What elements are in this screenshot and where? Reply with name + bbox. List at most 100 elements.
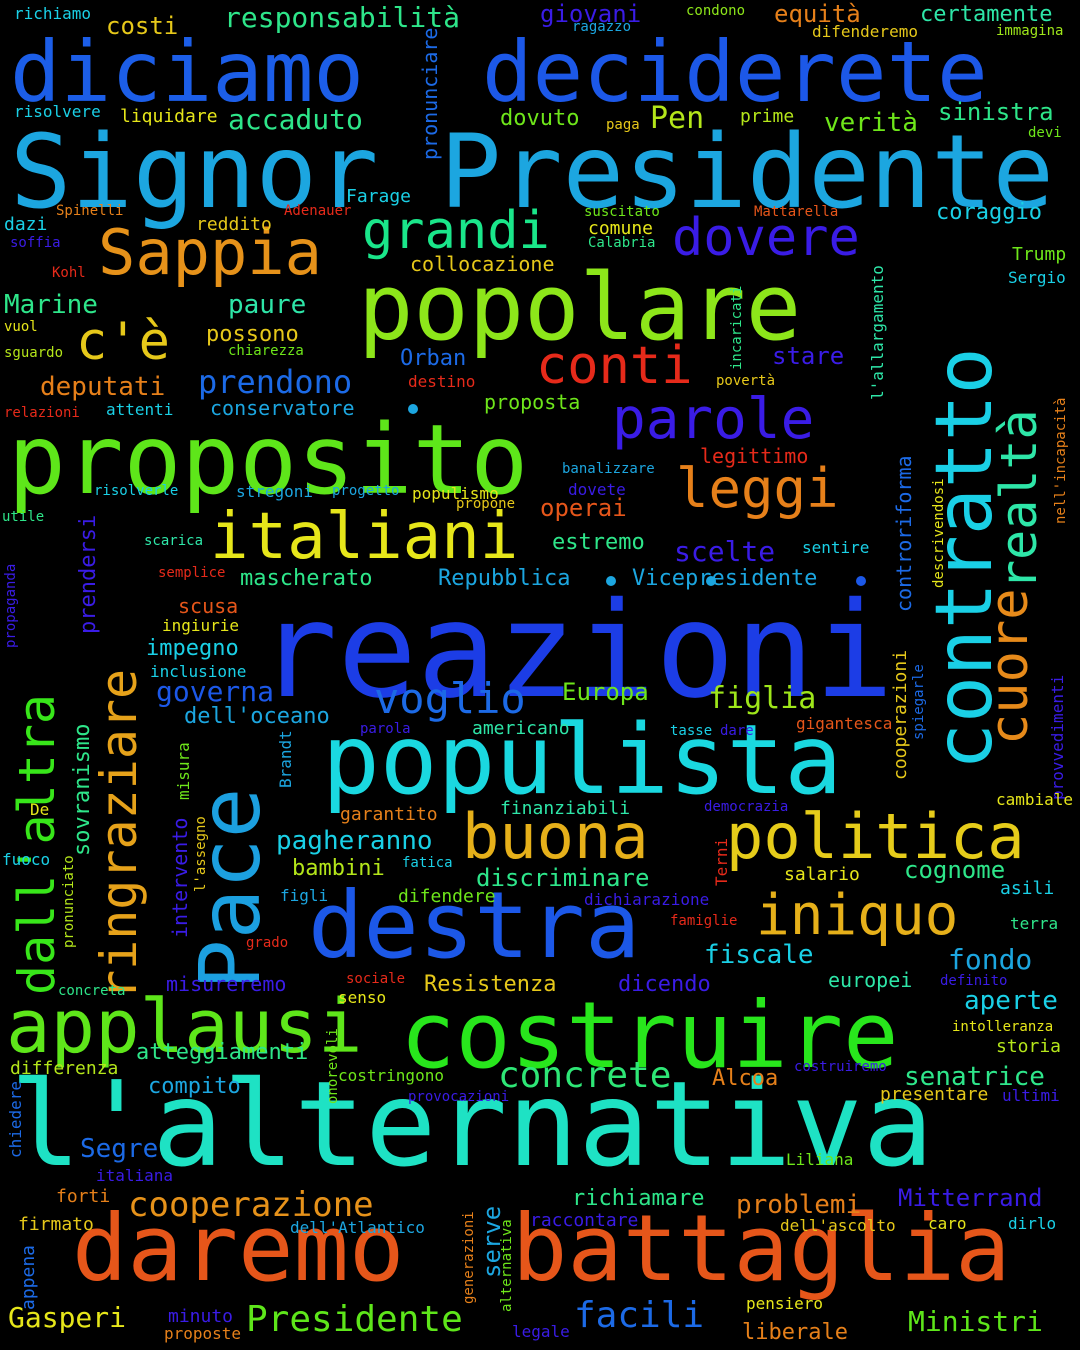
cloud-word: Europa (562, 678, 649, 706)
cloud-word: scarica (144, 533, 204, 549)
cloud-word: popolare (358, 254, 802, 361)
cloud-word: caro (928, 1214, 967, 1233)
cloud-word: parola (360, 721, 411, 737)
cloud-word: spiegarle (911, 664, 927, 740)
cloud-word: cooperazione (128, 1185, 374, 1225)
cloud-word: coraggio (936, 200, 1042, 225)
cloud-word: Adenauer (284, 203, 352, 219)
cloud-word: cognome (904, 856, 1006, 884)
cloud-word: cuore (980, 588, 1040, 745)
cloud-word: proposta (484, 390, 581, 414)
cloud-word: costringono (338, 1066, 444, 1085)
cloud-word: Gasperi (8, 1301, 127, 1334)
cloud-word: firmato (18, 1214, 94, 1235)
cloud-word: dirlo (1008, 1214, 1057, 1233)
cloud-word: figlia (708, 681, 817, 716)
cloud-word: senatrice (904, 1062, 1045, 1092)
cloud-word: iniquo (756, 883, 959, 948)
cloud-word: controriforma (892, 455, 916, 612)
cloud-word: parole (612, 387, 815, 452)
cloud-word: difenderemo (812, 22, 918, 41)
cloud-word: costruiremo (794, 1059, 887, 1075)
cloud-word: sentire (802, 538, 870, 557)
cloud-word: italiani (210, 500, 519, 574)
cloud-word: buona (462, 800, 649, 873)
cloud-word: progetto (332, 483, 400, 499)
cloud-word: gigantesca (796, 714, 893, 733)
cloud-word: chiarezza (228, 343, 304, 359)
cloud-word: liberale (742, 1320, 848, 1345)
cloud-word: Orban (400, 346, 467, 371)
cloud-word: raccontare (530, 1210, 639, 1231)
decorative-dot (856, 576, 866, 586)
cloud-word: dare (720, 723, 754, 739)
cloud-word: concrete (498, 1055, 672, 1096)
cloud-word: minuto (168, 1306, 234, 1327)
cloud-word: senso (338, 988, 387, 1007)
cloud-word: salario (784, 864, 860, 885)
cloud-word: grado (246, 935, 289, 951)
cloud-word: proposito (8, 404, 529, 516)
cloud-word: nell'incapacità (1053, 397, 1069, 524)
cloud-word: Resistenza (424, 972, 557, 997)
cloud-word: intolleranza (952, 1019, 1054, 1035)
cloud-word: operai (540, 494, 627, 522)
cloud-word: ringraziare (90, 668, 148, 1000)
cloud-word: Spinelli (56, 203, 124, 219)
cloud-word: dell'Atlantico (290, 1218, 425, 1237)
cloud-word: compito (148, 1074, 241, 1099)
cloud-word: Alcoa (712, 1066, 779, 1091)
cloud-word: americano (472, 718, 570, 739)
cloud-word: italiana (96, 1166, 174, 1185)
cloud-word: Vicepresidente (632, 566, 818, 591)
cloud-word: estremo (552, 530, 645, 555)
cloud-word: concreta (58, 983, 126, 999)
cloud-word: figli (280, 886, 329, 905)
cloud-word: Mattarella (754, 204, 839, 220)
cloud-word: banalizzare (562, 461, 655, 477)
cloud-word: responsabilità (224, 1, 461, 34)
cloud-word: dovete (568, 480, 626, 499)
decorative-dot (408, 404, 418, 414)
cloud-word: fondo (948, 943, 1033, 976)
cloud-word: propaganda (3, 563, 19, 648)
cloud-word: vuol (4, 319, 38, 335)
cloud-word: risolvere (14, 102, 101, 121)
cloud-word: semplice (158, 565, 226, 581)
cloud-word: battaglia (512, 1195, 1011, 1302)
cloud-word: giovani (540, 0, 642, 28)
cloud-word: Repubblica (438, 566, 571, 591)
cloud-word: finanziabili (500, 798, 631, 819)
cloud-word: devi (1028, 125, 1062, 141)
cloud-word: presentare (880, 1084, 989, 1105)
cloud-word: problemi (736, 1190, 862, 1220)
cloud-word: deciderete (482, 23, 988, 121)
cloud-word: destino (408, 372, 476, 391)
cloud-word: paure (228, 290, 307, 320)
cloud-word: facili (574, 1295, 705, 1336)
cloud-word: descrivendosi (931, 478, 947, 588)
cloud-word: impegno (146, 636, 239, 661)
cloud-word: famiglie (670, 913, 738, 929)
cloud-word: risolverle (94, 483, 179, 499)
cloud-word: realtà (990, 409, 1048, 590)
cloud-word: pronunciato (61, 855, 77, 948)
cloud-word: possono (206, 322, 299, 347)
cloud-word: Presidente (246, 1299, 463, 1340)
cloud-word: sinistra (938, 98, 1054, 126)
cloud-word: accaduto (228, 103, 363, 136)
cloud-word: Ministri (908, 1305, 1043, 1338)
cloud-word: Calabria (588, 235, 656, 251)
cloud-word: difendere (398, 886, 496, 907)
cloud-word: scusa (178, 594, 239, 618)
cloud-word: condono (686, 3, 746, 19)
cloud-word: comune (588, 218, 654, 239)
cloud-word: terra (1010, 914, 1059, 933)
cloud-word: aperte (964, 986, 1058, 1016)
cloud-word: l'alternativa (10, 1055, 934, 1193)
cloud-word: provocazioni (408, 1089, 510, 1105)
cloud-word: immagina (996, 23, 1064, 39)
cloud-word: fatica (402, 855, 453, 871)
cloud-word: asili (1000, 878, 1055, 899)
cloud-word: cooperazioni (890, 649, 911, 780)
